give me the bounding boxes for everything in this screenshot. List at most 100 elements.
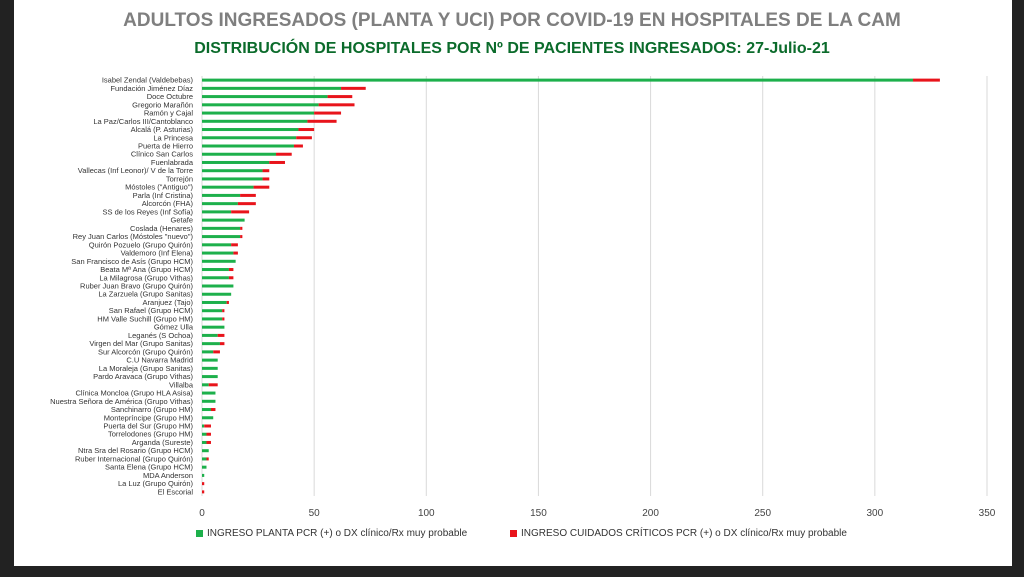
category-label: Clínica Moncloa (Grupo HLA Asisa) [75, 389, 193, 398]
bar-planta [202, 416, 214, 420]
category-label: Alcorcón (FHA) [142, 199, 194, 208]
category-label: Virgen del Mar (Grupo Sanitas) [89, 339, 193, 348]
x-tick-labels: 0 50 100 150 200 250 300 350 [199, 508, 996, 519]
category-label: San Rafael (Grupo HCM) [109, 306, 194, 315]
bar-uci [262, 177, 270, 181]
category-label: La Milagrosa (Grupo Vithas) [99, 273, 193, 282]
x-tick-label: 0 [199, 508, 205, 519]
bar-planta [202, 202, 238, 206]
category-label: Ruber Juan Bravo (Grupo Quirón) [80, 282, 193, 291]
bar-uci [228, 268, 234, 272]
bar-uci [210, 408, 216, 412]
x-tick-label: 150 [530, 508, 547, 519]
bar-uci [314, 111, 342, 115]
bar-planta [202, 424, 205, 428]
bar-planta [202, 333, 218, 337]
category-label: MDA Anderson [143, 471, 193, 480]
bar-planta [202, 152, 277, 156]
bar-planta [202, 119, 308, 123]
bar-uci [293, 144, 303, 148]
bar-uci [231, 210, 250, 214]
bar-uci [213, 350, 220, 354]
bars [202, 78, 940, 494]
bar-planta [202, 193, 241, 197]
bar-planta [202, 128, 299, 132]
bar-uci [318, 103, 355, 107]
bar-planta [202, 440, 207, 444]
bar-uci [206, 440, 211, 444]
bar-planta [202, 366, 218, 370]
bar-planta [202, 210, 232, 214]
category-label: Puerta de Hierro [138, 142, 193, 151]
legend-item-uci: INGRESO CUIDADOS CRÍTICOS PCR (+) o DX c… [510, 528, 847, 539]
bar-uci [231, 243, 238, 247]
category-label: La Paz/Carlos III/Cantoblanco [93, 117, 193, 126]
bar-planta [202, 465, 207, 469]
bar-uci [298, 128, 315, 132]
category-label: La Princesa [153, 133, 193, 142]
category-label: Quirón Pozuelo (Grupo Quirón) [89, 240, 194, 249]
category-label: Ruber Internacional (Grupo Quirón) [75, 454, 193, 463]
bar-uci [228, 276, 234, 280]
category-label: Pardo Aravaca (Grupo Vithas) [93, 372, 193, 381]
bar-uci [202, 490, 205, 494]
bar-uci [253, 185, 270, 189]
bar-planta [202, 284, 234, 288]
bar-uci [269, 160, 285, 164]
bar-planta [202, 358, 218, 362]
category-label: Villalba [169, 380, 194, 389]
category-label: Montepríncipe (Grupo HM) [104, 413, 194, 422]
category-label: El Escorial [158, 487, 194, 496]
bar-uci [226, 300, 229, 304]
bar-planta [202, 408, 211, 412]
category-label: Ntra Sra del Rosario (Grupo HCM) [78, 446, 194, 455]
chart-frame [14, 0, 1012, 566]
bar-uci [240, 235, 243, 239]
bar-planta [202, 473, 205, 477]
category-label: La Luz (Grupo Quirón) [118, 479, 194, 488]
bar-planta [202, 399, 216, 403]
category-label: Gregorio Marañón [132, 100, 193, 109]
bar-uci [307, 119, 337, 123]
bar-planta [202, 317, 223, 321]
bar-planta [202, 177, 263, 181]
bar-planta [202, 292, 232, 296]
category-label: Parla (Inf Cristina) [133, 191, 194, 200]
category-label: Clínico San Carlos [131, 150, 193, 159]
category-label: Aranjuez (Tajo) [143, 298, 194, 307]
category-label: Arganda (Sureste) [132, 438, 194, 447]
bar-uci [222, 317, 225, 321]
bar-uci [341, 86, 366, 90]
category-label: La Moraleja (Grupo Sanitas) [99, 364, 194, 373]
bar-planta [202, 457, 207, 461]
legend-swatch-planta [196, 529, 203, 537]
bar-planta [202, 144, 294, 148]
category-label: Puerta del Sur (Grupo HM) [103, 422, 193, 431]
category-label: Nuestra Señora de América (Grupo Vithas) [50, 397, 193, 406]
bar-uci [262, 169, 270, 173]
category-label: Torrelodones (Grupo HM) [108, 430, 194, 439]
legend-swatch-uci [510, 529, 517, 537]
bar-planta [202, 251, 234, 255]
bar-planta [202, 259, 236, 263]
bar-planta [202, 432, 207, 436]
category-label: HM Valle Suchill (Grupo HM) [97, 314, 193, 323]
bar-uci [240, 226, 243, 230]
x-tick-label: 250 [754, 508, 771, 519]
bar-planta [202, 160, 270, 164]
bar-planta [202, 235, 241, 239]
bar-planta [202, 86, 342, 90]
bar-planta [202, 383, 209, 387]
category-label: Beata Mª Ana (Grupo HCM) [100, 265, 193, 274]
bar-planta [202, 95, 328, 99]
bar-planta [202, 350, 214, 354]
bar-planta [202, 78, 913, 82]
bar-uci [208, 383, 218, 387]
category-labels: Isabel Zendal (Valdebebas)Fundación Jimé… [50, 76, 194, 497]
bar-planta [202, 218, 245, 222]
bar-planta [202, 342, 220, 346]
bar-uci [912, 78, 940, 82]
category-label: Santa Elena (Grupo HCM) [105, 463, 193, 472]
x-tick-label: 200 [642, 508, 659, 519]
